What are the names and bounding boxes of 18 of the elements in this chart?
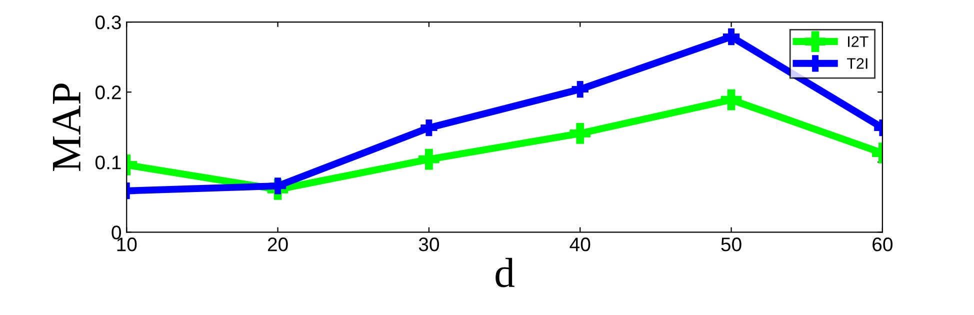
x-tick-label: 50 <box>721 238 742 252</box>
x-tick-label: 30 <box>418 238 440 252</box>
y-tick-label: 0.2 <box>95 86 121 100</box>
y-tick-label: 0 <box>112 226 121 240</box>
x-tick-label: 10 <box>117 238 137 252</box>
y-axis-title: MAP <box>52 84 80 172</box>
point <box>420 119 438 136</box>
x-tick-label: 40 <box>570 238 590 252</box>
point <box>572 80 588 98</box>
point <box>418 148 440 170</box>
legend-label: I2T <box>848 36 868 47</box>
x-tick-label: 60 <box>872 238 892 252</box>
x-tick-label: 20 <box>268 238 288 252</box>
y-tick-label: 0.3 <box>95 16 121 30</box>
point <box>570 122 591 144</box>
legend-label: T2I <box>846 58 868 69</box>
x-axis-title: d <box>496 258 514 288</box>
y-tick-label: 0.1 <box>95 156 121 170</box>
